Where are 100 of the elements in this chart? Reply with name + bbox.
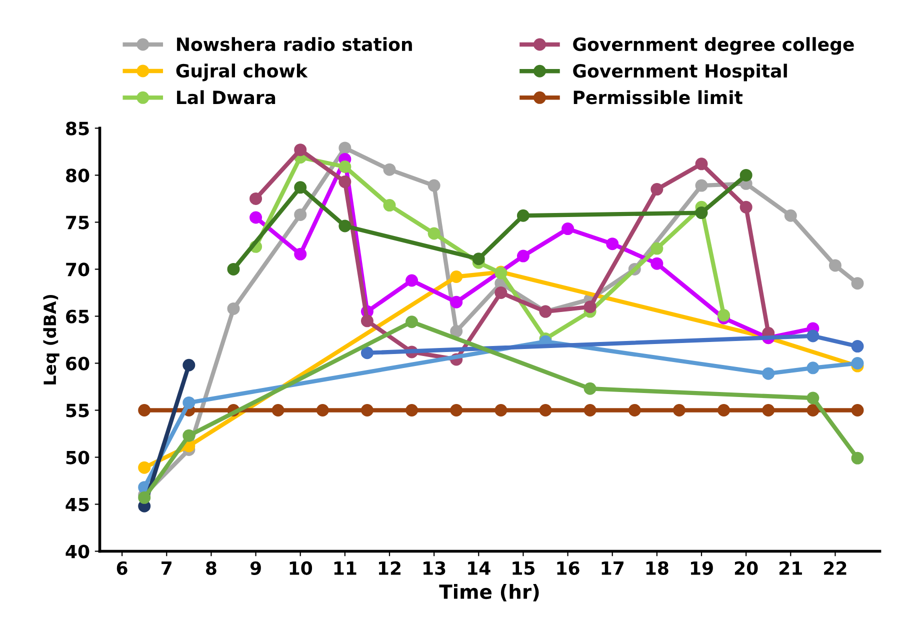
point — [516, 209, 530, 222]
point — [450, 404, 463, 416]
point — [672, 404, 686, 416]
x-tick-label: 10 — [290, 561, 312, 575]
point — [450, 270, 463, 283]
point — [740, 200, 752, 214]
point — [539, 404, 552, 416]
point — [182, 429, 196, 442]
x-tick-label: 7 — [162, 562, 172, 575]
point — [695, 179, 708, 192]
point — [851, 277, 864, 290]
point — [294, 248, 307, 260]
point — [272, 404, 284, 416]
x-tick-label: 11 — [334, 562, 356, 575]
point — [428, 227, 440, 240]
point — [338, 220, 352, 232]
point — [360, 314, 374, 328]
point — [138, 461, 151, 474]
x-tick-label: 13 — [424, 561, 446, 575]
y-tick-label: 50 — [66, 450, 90, 464]
x-tick-label: 22 — [824, 561, 846, 575]
point — [294, 208, 307, 221]
point — [316, 404, 329, 416]
point — [182, 358, 196, 372]
y-tick-label: 60 — [66, 356, 90, 370]
point — [650, 183, 664, 196]
point — [138, 491, 151, 504]
point — [294, 144, 307, 156]
point — [406, 404, 418, 416]
point — [338, 160, 352, 173]
y-tick-label: 45 — [66, 498, 89, 512]
point — [428, 179, 440, 192]
point — [718, 309, 730, 322]
x-tick-label: 8 — [206, 561, 216, 575]
point — [784, 209, 797, 222]
y-tick-label: 55 — [66, 404, 89, 418]
legend-label: Gujral chowk — [176, 64, 308, 82]
point — [718, 404, 730, 416]
point — [406, 274, 418, 287]
y-tick-label: 70 — [66, 262, 90, 276]
point — [695, 206, 708, 220]
point — [851, 404, 864, 416]
y-tick-label: 85 — [66, 122, 89, 136]
x-tick-label: 21 — [780, 561, 802, 575]
x-tick-label: 17 — [602, 562, 624, 575]
point — [584, 404, 596, 416]
point — [250, 192, 262, 205]
point — [806, 362, 820, 374]
point — [806, 330, 820, 342]
point — [472, 252, 485, 266]
point — [851, 452, 864, 464]
point — [851, 356, 864, 370]
point — [628, 404, 641, 416]
x-tick-label: 20 — [734, 561, 758, 575]
y-tick-label: 65 — [66, 310, 89, 324]
point — [828, 259, 842, 272]
point — [740, 168, 752, 182]
point — [182, 396, 196, 409]
point — [650, 257, 664, 270]
point — [806, 404, 820, 416]
point — [383, 199, 396, 212]
point — [338, 142, 352, 154]
point — [360, 404, 374, 416]
x-tick-label: 16 — [557, 561, 580, 575]
y-axis-title: Leq (dBA) — [43, 294, 60, 384]
point — [406, 316, 418, 328]
point — [138, 404, 151, 416]
point — [227, 262, 240, 276]
legend-label: Government Hospital — [573, 64, 787, 82]
point — [806, 392, 820, 404]
point — [562, 222, 574, 236]
y-tick-label: 40 — [66, 544, 90, 558]
legend-label: Nowshera radio station — [177, 37, 412, 52]
x-tick-label: 19 — [690, 561, 713, 575]
x-tick-label: 12 — [378, 561, 400, 575]
point — [360, 346, 374, 360]
point — [250, 211, 262, 224]
point — [450, 325, 463, 338]
point — [494, 404, 508, 416]
point — [650, 242, 664, 255]
y-tick-label: 80 — [66, 168, 90, 182]
point — [294, 181, 307, 194]
point — [606, 238, 619, 250]
point — [584, 382, 596, 395]
x-axis-title: Time (hr) — [439, 584, 539, 602]
legend-label: Lal Dwara — [177, 90, 276, 104]
point — [762, 404, 775, 416]
x-tick-label: 15 — [512, 562, 535, 575]
x-tick-label: 9 — [250, 561, 261, 575]
x-tick-label: 14 — [468, 562, 490, 575]
point — [762, 367, 775, 380]
point — [584, 300, 596, 314]
point — [516, 250, 530, 262]
point — [450, 296, 463, 308]
point — [851, 340, 864, 353]
y-tick-label: 75 — [66, 216, 89, 230]
x-tick-label: 18 — [646, 561, 668, 575]
x-tick-label: 6 — [116, 561, 128, 575]
point — [338, 176, 352, 188]
point — [383, 163, 396, 176]
